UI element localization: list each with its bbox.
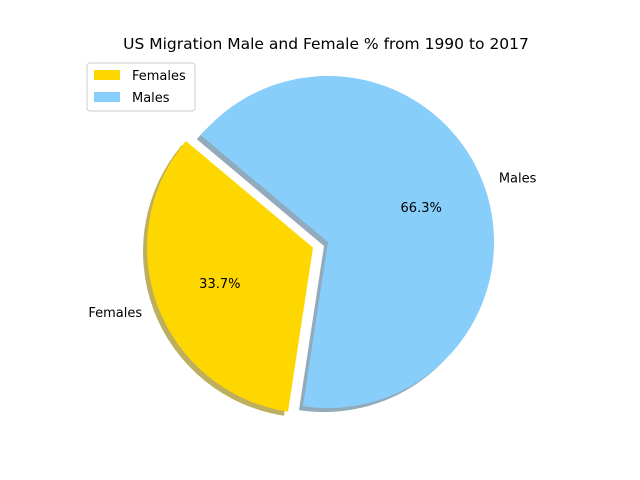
slice-label-males: Males	[499, 172, 537, 187]
pie-labels: Females 33.7% Males 66.3%	[88, 172, 536, 321]
legend-swatch-males	[94, 92, 120, 102]
slice-males	[200, 76, 495, 409]
legend-label-males: Males	[132, 91, 170, 106]
slice-label-females: Females	[88, 306, 142, 321]
legend-swatch-females	[94, 70, 120, 80]
slice-pct-females: 33.7%	[199, 277, 240, 292]
slice-females	[147, 140, 314, 412]
pie-slices	[147, 76, 495, 412]
legend: Females Males	[86, 62, 196, 112]
slice-pct-males: 66.3%	[401, 201, 442, 216]
chart-title: US Migration Male and Female % from 1990…	[123, 35, 529, 53]
legend-label-females: Females	[132, 69, 186, 84]
